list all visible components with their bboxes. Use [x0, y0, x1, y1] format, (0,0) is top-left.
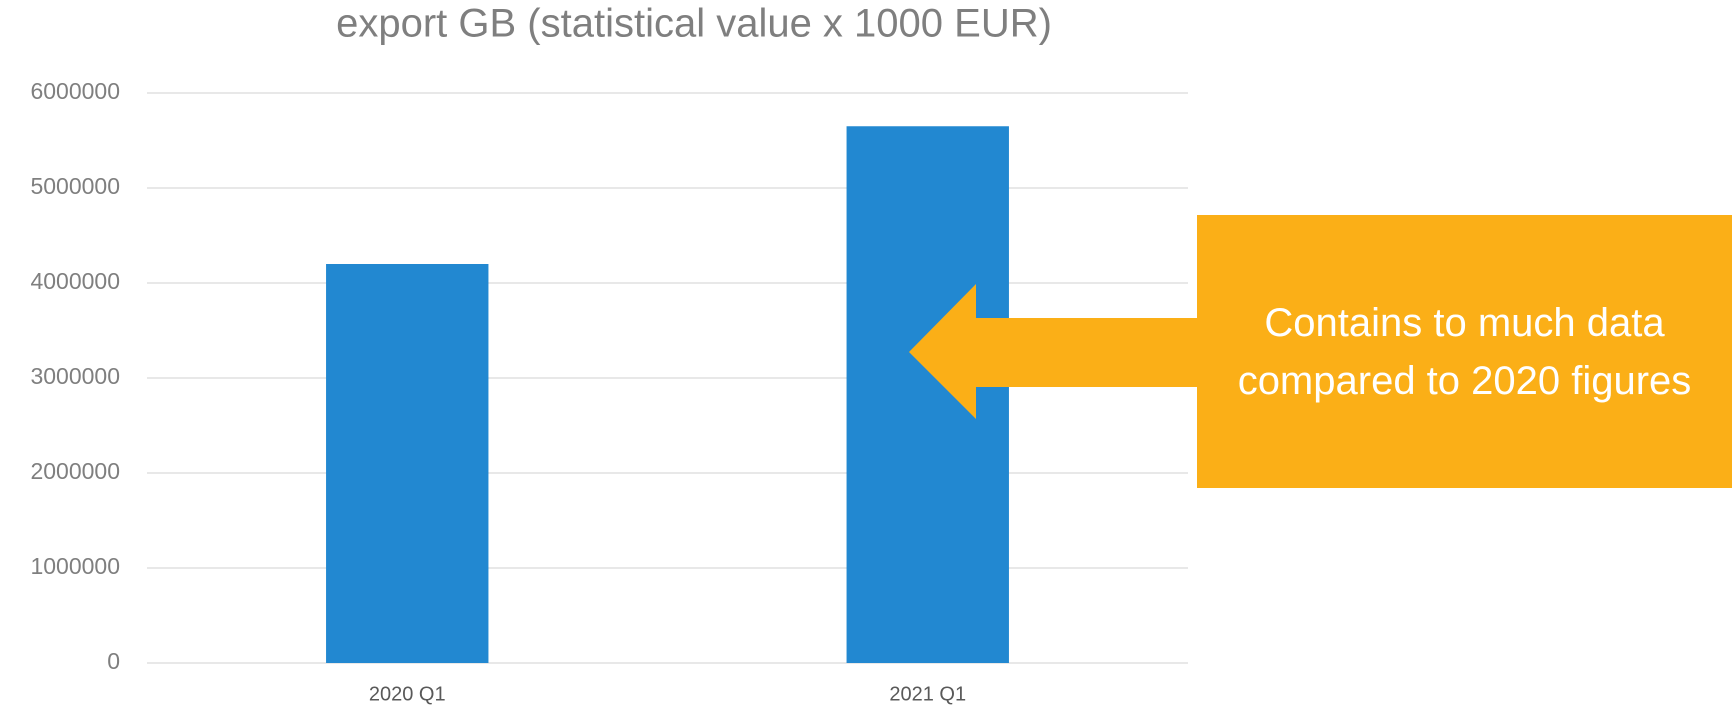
y-tick-label: 4000000 [30, 268, 120, 294]
y-tick-label: 6000000 [30, 78, 120, 104]
y-tick-label: 5000000 [30, 173, 120, 199]
bar [846, 126, 1009, 663]
y-tick-label: 1000000 [30, 553, 120, 579]
x-tick-label: 2021 Q1 [889, 683, 966, 705]
bar [326, 264, 489, 663]
plot: 0 1000000 2000000 3000000 4000000 5000000 6000… [30, 78, 1188, 705]
callout-arrow [909, 284, 1197, 419]
y-tick-label: 2000000 [30, 458, 120, 484]
y-tick-label: 0 [107, 648, 120, 674]
callout: Contains to much data compared to 2020 f… [1197, 215, 1732, 488]
chart-title: export GB (statistical value x 1000 EUR) [336, 2, 1052, 46]
y-tick-label: 3000000 [30, 363, 120, 389]
x-tick-label: 2020 Q1 [369, 683, 446, 705]
